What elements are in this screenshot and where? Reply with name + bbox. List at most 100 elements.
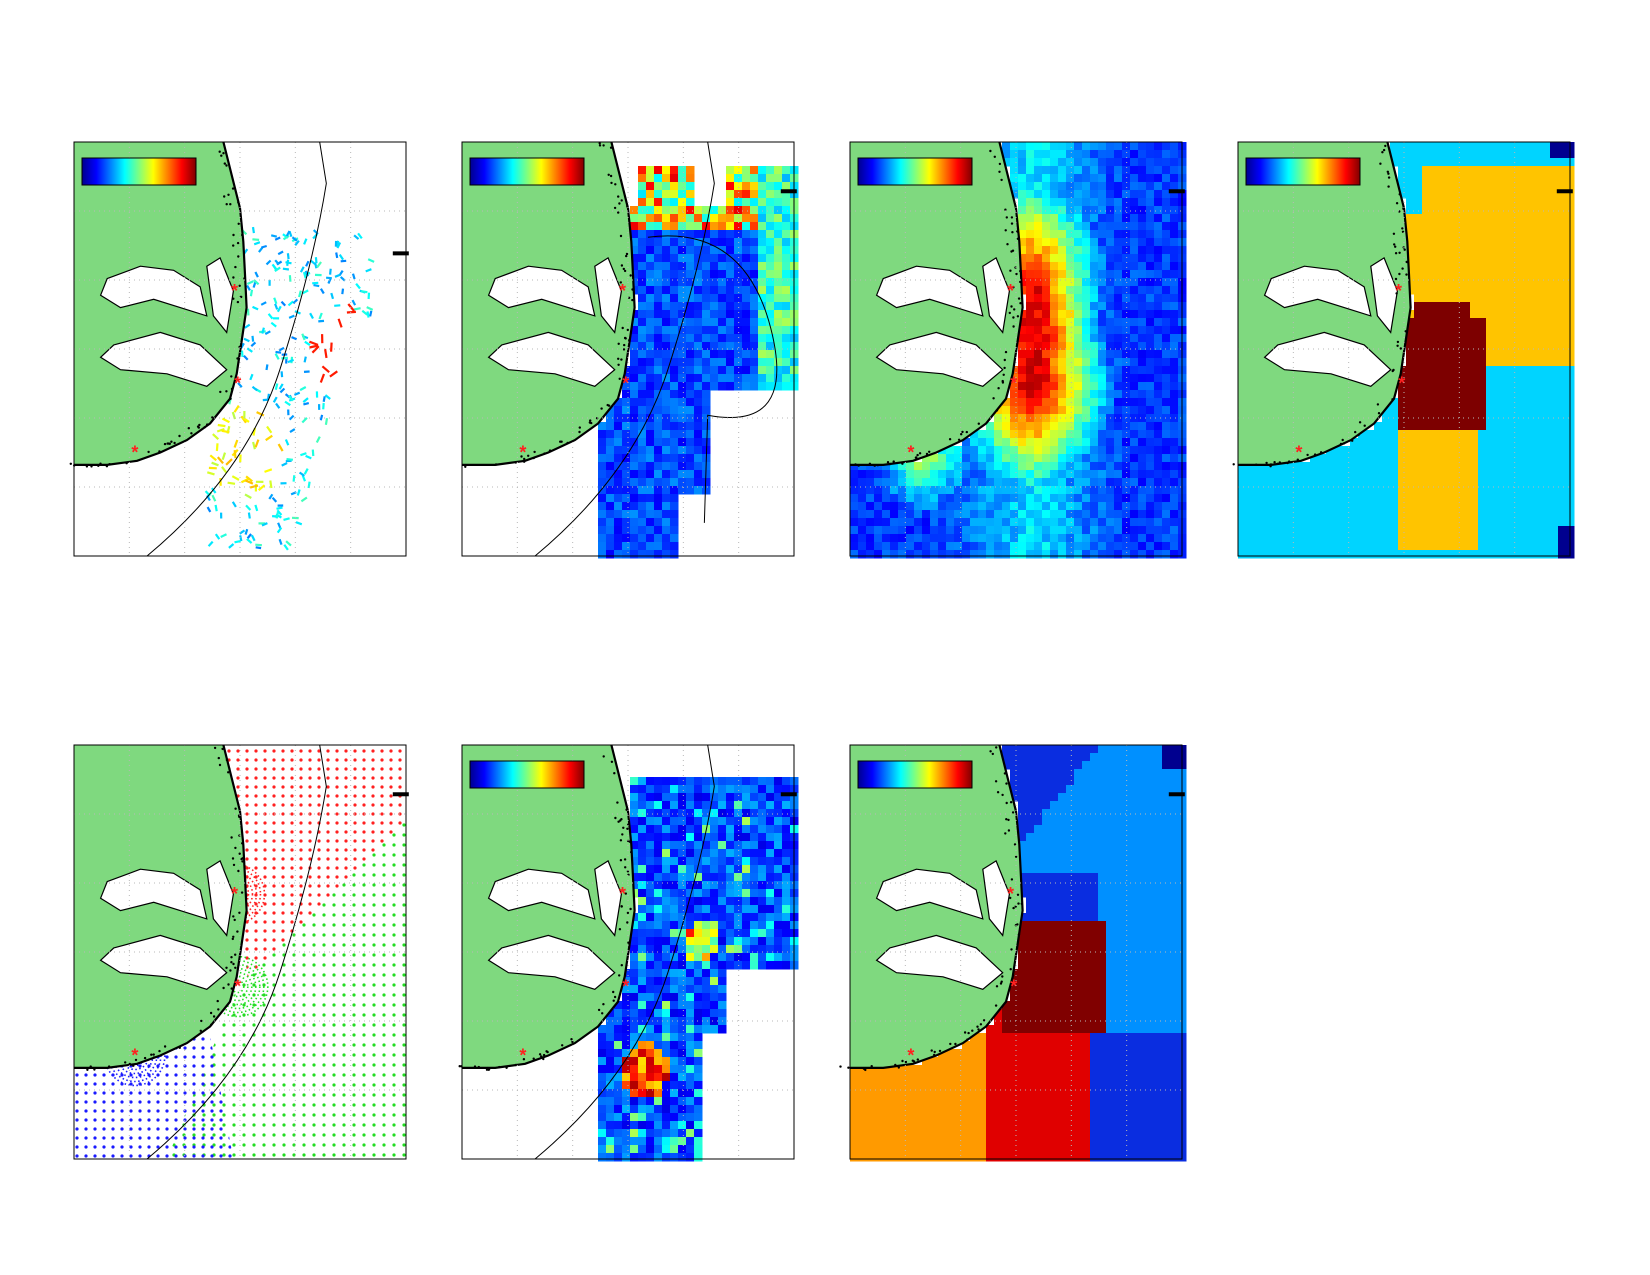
raster-cell (1526, 486, 1535, 495)
raster-cell (1542, 238, 1551, 247)
raster-cell (1050, 526, 1059, 535)
raster-cell (858, 550, 867, 559)
raster-cell (662, 182, 671, 191)
coast-dot (97, 464, 100, 467)
raster-cell (1406, 230, 1415, 239)
raster-cell (646, 222, 655, 231)
raster-cell (1050, 326, 1059, 335)
raster-cell (726, 254, 735, 263)
raster-cell (994, 502, 1003, 511)
raster-cell (994, 478, 1003, 487)
raster-cell (1138, 230, 1147, 239)
raster-cell (622, 993, 631, 1002)
raster-cell (654, 945, 663, 954)
raster-cell (1550, 422, 1559, 431)
raster-cell (614, 454, 623, 463)
raster-cell (1430, 406, 1439, 415)
raster-cell (1122, 262, 1131, 271)
raster-cell (766, 342, 775, 351)
raster-cell (1414, 518, 1423, 527)
raster-cell (1254, 486, 1263, 495)
raster-cell (678, 945, 687, 954)
raster-cell (758, 318, 767, 327)
raster-cell (1066, 294, 1075, 303)
raster-cell (1382, 446, 1391, 455)
raster-cell (1318, 550, 1327, 559)
raster-cell (646, 254, 655, 263)
raster-cell (1462, 478, 1471, 487)
raster-cell (622, 1121, 631, 1130)
raster-cell (662, 342, 671, 351)
raster-cell (898, 502, 907, 511)
current-vector (256, 411, 265, 417)
raster-cell (1486, 246, 1495, 255)
raster-cell (638, 462, 647, 471)
raster-cell (1534, 462, 1543, 471)
raster-cell (1510, 446, 1519, 455)
raster-cell (694, 1025, 703, 1034)
raster-cell (646, 478, 655, 487)
raster-cell (638, 961, 647, 970)
raster-cell (646, 801, 655, 810)
raster-cell (850, 502, 859, 511)
panel-gdop: *** (461, 141, 799, 559)
raster-cell (678, 206, 687, 215)
raster-cell (678, 825, 687, 834)
raster-cell (1454, 214, 1463, 223)
raster-cell (1146, 366, 1155, 375)
raster-cell (630, 1137, 639, 1146)
raster-cell (678, 793, 687, 802)
raster-cell (686, 198, 695, 207)
raster-cell (1098, 166, 1107, 175)
raster-cell (1518, 310, 1527, 319)
raster-cell (646, 502, 655, 511)
raster-cell (614, 510, 623, 519)
raster-cell (1162, 534, 1171, 543)
site-marker: * (1395, 281, 1402, 301)
current-vector (303, 402, 310, 406)
raster-cell (614, 470, 623, 479)
raster-cell (1398, 382, 1407, 391)
raster-cell (1478, 542, 1487, 551)
raster-cell (1254, 518, 1263, 527)
raster-cell (1162, 454, 1171, 463)
raster-cell (1550, 318, 1559, 327)
raster-cell (1170, 254, 1179, 263)
raster-cell (678, 478, 687, 487)
raster-cell (694, 430, 703, 439)
raster-cell (678, 398, 687, 407)
raster-cell (630, 985, 639, 994)
raster-cell (710, 350, 719, 359)
raster-cell (606, 438, 615, 447)
raster-cell (1534, 214, 1543, 223)
raster-cell (1526, 302, 1535, 311)
raster-cell (1406, 270, 1415, 279)
current-vector (212, 433, 220, 441)
raster-cell (670, 929, 679, 938)
raster-cell (1154, 246, 1163, 255)
raster-cell (1066, 286, 1075, 295)
raster-cell (1374, 534, 1383, 543)
raster-cell (1246, 510, 1255, 519)
current-vector (252, 281, 257, 288)
raster-cell (646, 470, 655, 479)
raster-cell (1114, 358, 1123, 367)
raster-cell (1122, 494, 1131, 503)
raster-cell (1558, 526, 1567, 535)
raster-cell (1170, 214, 1179, 223)
raster-cell (1470, 246, 1479, 255)
raster-cell (670, 486, 679, 495)
raster-cell (1034, 302, 1043, 311)
raster-cell (710, 342, 719, 351)
raster-cell (1470, 518, 1479, 527)
raster-cell (1130, 294, 1139, 303)
raster-cell (1486, 462, 1495, 471)
raster-cell (1098, 470, 1107, 479)
coast-dot (928, 450, 931, 453)
raster-cell (630, 214, 639, 223)
raster-cell (686, 478, 695, 487)
raster-cell (1550, 550, 1559, 559)
raster-cell (1050, 366, 1059, 375)
raster-cell (882, 510, 891, 519)
raster-cell (882, 518, 891, 527)
